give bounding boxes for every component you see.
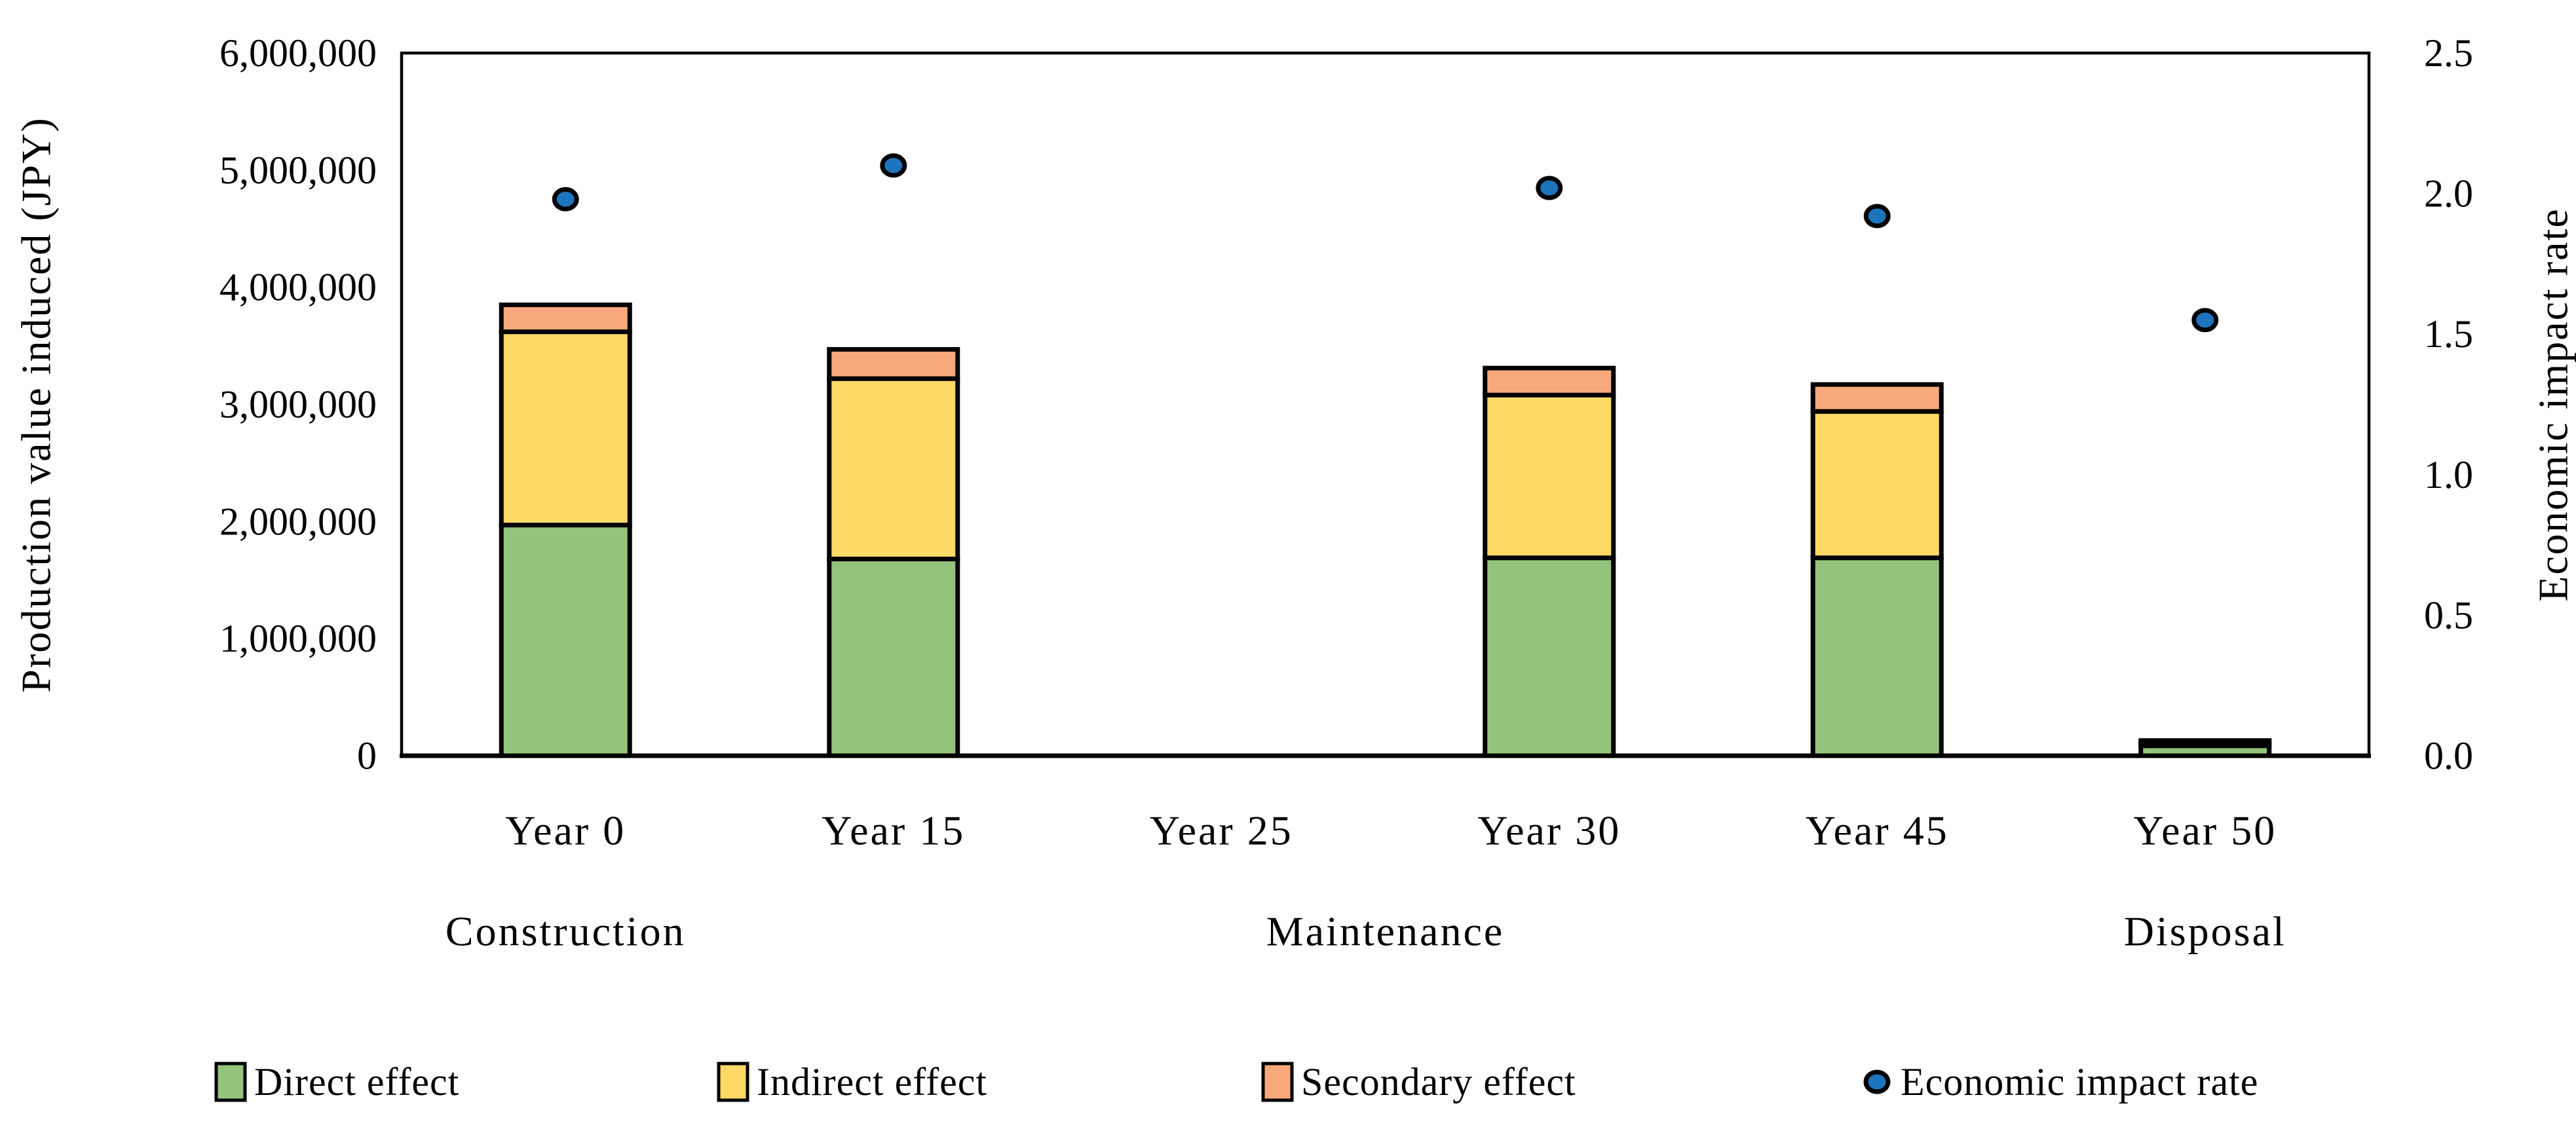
right-axis-title: Economic impact rate [2530, 208, 2576, 602]
y-axis-tick-label: 4,000,000 [219, 266, 377, 309]
bar-segment [499, 302, 632, 335]
stage-group-label: Construction [445, 908, 686, 955]
right-axis-tick-label: 0.5 [2424, 593, 2473, 637]
scatter-point [1536, 176, 1563, 200]
bar-segment [827, 557, 960, 758]
y-axis-tick-label: 6,000,000 [219, 31, 377, 75]
scatter-point [1863, 204, 1891, 229]
legend-label: Direct effect [254, 1060, 459, 1103]
x-axis-tick-label: Year 15 [822, 807, 965, 854]
y-axis-tick-label: 1,000,000 [219, 617, 377, 660]
plot-border [400, 51, 2371, 758]
x-axis-tick-label: Year 45 [1806, 807, 1949, 854]
legend-marker-icon [1863, 1069, 1891, 1094]
right-axis-tick-label: 1.5 [2424, 312, 2473, 356]
bar-segment [1810, 409, 1944, 561]
left-axis-title: Production value induced (JPY) [13, 117, 60, 692]
legend-swatch [214, 1062, 247, 1102]
legend-label: Secondary effect [1301, 1060, 1576, 1103]
plot-area: 0 1,000,000 2,000,000 3,000,000 4,000,000 5,0… [214, 31, 2473, 1103]
right-axis-tick-label: 1.0 [2424, 453, 2473, 496]
scatter-point [880, 153, 907, 178]
stage-group-label: Disposal [2124, 908, 2286, 955]
y-axis-tick-label: 5,000,000 [219, 149, 377, 192]
right-axis-tick-label: 2.0 [2424, 172, 2473, 215]
stage-group-label: Maintenance [1266, 908, 1505, 955]
legend-label: Indirect effect [757, 1060, 987, 1103]
bar-segment [1810, 382, 1944, 414]
x-axis-tick-label: Year 30 [1477, 807, 1621, 854]
scatter-point [2191, 308, 2219, 333]
x-axis-tick-label: Year 0 [505, 807, 626, 854]
y-axis-tick-label: 3,000,000 [219, 383, 377, 426]
legend-label: Economic impact rate [1901, 1060, 2258, 1103]
x-axis-tick-label: Year 50 [2133, 807, 2277, 854]
legend-swatch [1261, 1062, 1294, 1102]
bar-segment [1483, 365, 1616, 398]
bar-segment [2138, 738, 2272, 745]
bar-segment [1483, 392, 1616, 561]
y-axis-tick-label: 2,000,000 [219, 500, 377, 543]
right-axis-tick-label: 2.5 [2424, 31, 2473, 75]
bar-segment [499, 329, 632, 528]
legend-swatch [717, 1062, 749, 1102]
scatter-point [552, 187, 579, 212]
right-axis-tick-label: 0.0 [2424, 734, 2473, 777]
bar-segment [827, 346, 960, 381]
bar-segment [499, 523, 632, 758]
bar-segment [1483, 555, 1616, 758]
bar-segment [827, 376, 960, 562]
x-axis-tick-label: Year 25 [1150, 807, 1293, 854]
y-axis-tick-label: 0 [357, 734, 377, 777]
bar-segment [1810, 555, 1944, 758]
